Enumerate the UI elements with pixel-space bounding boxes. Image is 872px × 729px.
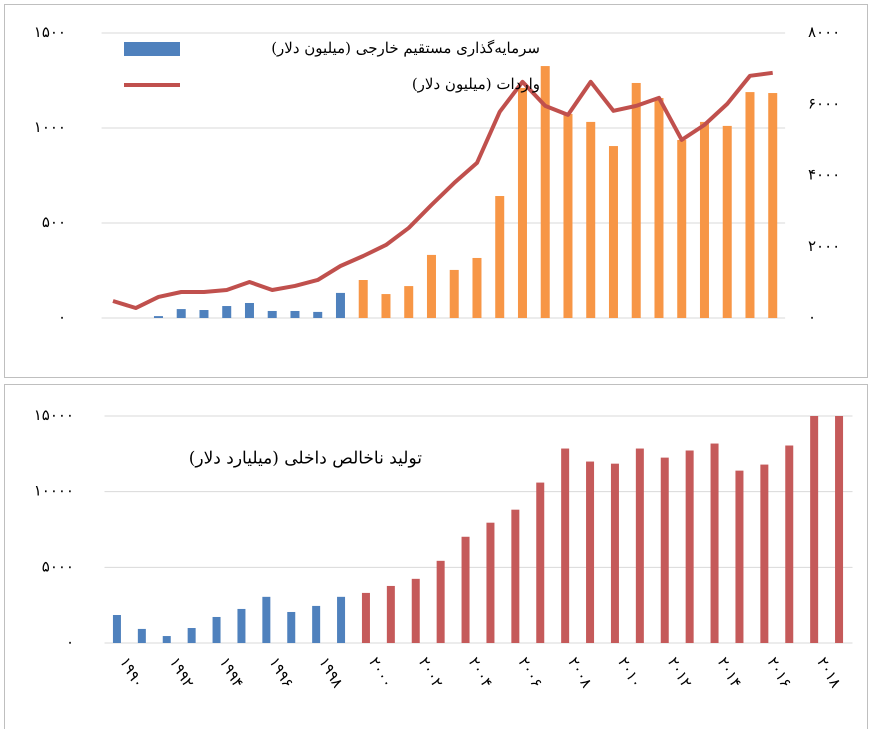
- bar: [335, 292, 345, 318]
- x-tick-label: ۲۰۱۲: [664, 654, 696, 691]
- legend-label: واردات (میلیون دلار): [412, 75, 540, 93]
- bar: [436, 560, 445, 643]
- bar: [561, 448, 570, 643]
- bar: [710, 443, 719, 643]
- bar: [685, 450, 694, 643]
- x-tick-label: ۲۰۱۸: [813, 654, 845, 691]
- x-tick-label: ۱۹۹۰: [116, 654, 148, 691]
- bar: [660, 457, 669, 643]
- y-tick-label: ۵۰۰۰: [42, 557, 74, 575]
- x-tick-label: ۱۹۹۲: [166, 654, 198, 691]
- bar: [810, 416, 819, 643]
- bar: [735, 470, 744, 643]
- x-tick-label: ۲۰۱۶: [763, 654, 795, 691]
- panel-border: [4, 4, 868, 378]
- y2-tick-label: ۰: [808, 308, 816, 326]
- bar: [381, 294, 391, 318]
- x-tick-label: ۲۰۱۴: [714, 654, 746, 691]
- bar: [287, 611, 296, 643]
- bar: [386, 585, 395, 643]
- y-tick-label: ۱۵۰۰۰: [34, 406, 74, 424]
- x-tick-label: ۲۰۰۸: [564, 654, 596, 691]
- x-tick-label: ۱۹۹۴: [216, 654, 248, 691]
- bar: [610, 463, 619, 643]
- bar: [112, 615, 121, 643]
- bar: [404, 286, 414, 318]
- bar: [411, 578, 420, 643]
- bar: [635, 448, 644, 643]
- bar: [262, 596, 271, 643]
- chart-title: تولید ناخالص داخلی (میلیارد دلار): [189, 449, 423, 469]
- y-tick-label: ۰: [58, 308, 66, 326]
- bar: [358, 280, 368, 318]
- bar: [677, 139, 687, 318]
- x-tick-label: ۲۰۰۶: [514, 654, 546, 691]
- bar: [495, 196, 505, 318]
- bar: [290, 310, 300, 318]
- bar: [313, 311, 323, 318]
- bar: [760, 464, 769, 643]
- bar: [267, 310, 277, 318]
- y-tick-label: ۱۵۰۰: [34, 23, 66, 41]
- bar: [654, 97, 664, 318]
- bar: [361, 592, 370, 643]
- bar: [137, 628, 146, 643]
- bar: [785, 445, 794, 643]
- bar: [222, 306, 232, 318]
- y-tick-label: ۵۰۰: [42, 213, 66, 231]
- y2-tick-label: ۶۰۰۰: [808, 94, 840, 112]
- bar: [517, 87, 527, 318]
- legend-swatch: [124, 42, 180, 56]
- bar: [540, 66, 550, 318]
- bar: [212, 616, 221, 643]
- bar: [199, 310, 209, 318]
- bar: [426, 254, 436, 318]
- bar: [337, 596, 346, 643]
- bar: [586, 121, 596, 318]
- bar: [563, 113, 573, 318]
- y2-tick-label: ۸۰۰۰: [808, 23, 840, 41]
- x-tick-label: ۲۰۰۴: [465, 654, 497, 691]
- x-tick-label: ۲۰۰۰: [365, 654, 397, 691]
- bar: [153, 316, 163, 318]
- panel-border: [4, 384, 868, 729]
- bar: [536, 482, 545, 643]
- bar: [486, 522, 495, 643]
- y2-tick-label: ۲۰۰۰: [808, 237, 840, 255]
- line: [112, 70, 773, 311]
- x-tick-label: ۱۹۹۸: [315, 654, 347, 691]
- bar: [449, 269, 459, 318]
- bar: [162, 636, 171, 643]
- bar: [745, 92, 755, 318]
- bar: [699, 121, 709, 318]
- y2-tick-label: ۴۰۰۰: [808, 166, 840, 184]
- x-tick-label: ۲۰۱۰: [614, 654, 646, 691]
- bar: [187, 628, 196, 643]
- bar: [461, 536, 470, 643]
- legend-label: سرمایه‌گذاری مستقیم خارجی (میلیون دلار): [271, 39, 540, 57]
- y-tick-label: ۱۰۰۰: [34, 118, 66, 136]
- y-tick-label: ۰: [66, 633, 74, 651]
- bar: [768, 93, 778, 318]
- x-tick-label: ۲۰۰۲: [415, 654, 447, 691]
- bar: [722, 125, 732, 318]
- bar: [586, 461, 595, 643]
- y-tick-label: ۱۰۰۰۰: [34, 482, 74, 500]
- x-tick-label: ۱۹۹۶: [265, 654, 297, 691]
- bar: [835, 416, 844, 643]
- bar: [608, 146, 618, 318]
- bar: [511, 509, 520, 643]
- bar: [176, 309, 186, 318]
- bar: [631, 82, 641, 318]
- bar: [312, 605, 321, 643]
- bar: [472, 257, 482, 318]
- bar: [244, 302, 254, 318]
- bar: [237, 608, 246, 643]
